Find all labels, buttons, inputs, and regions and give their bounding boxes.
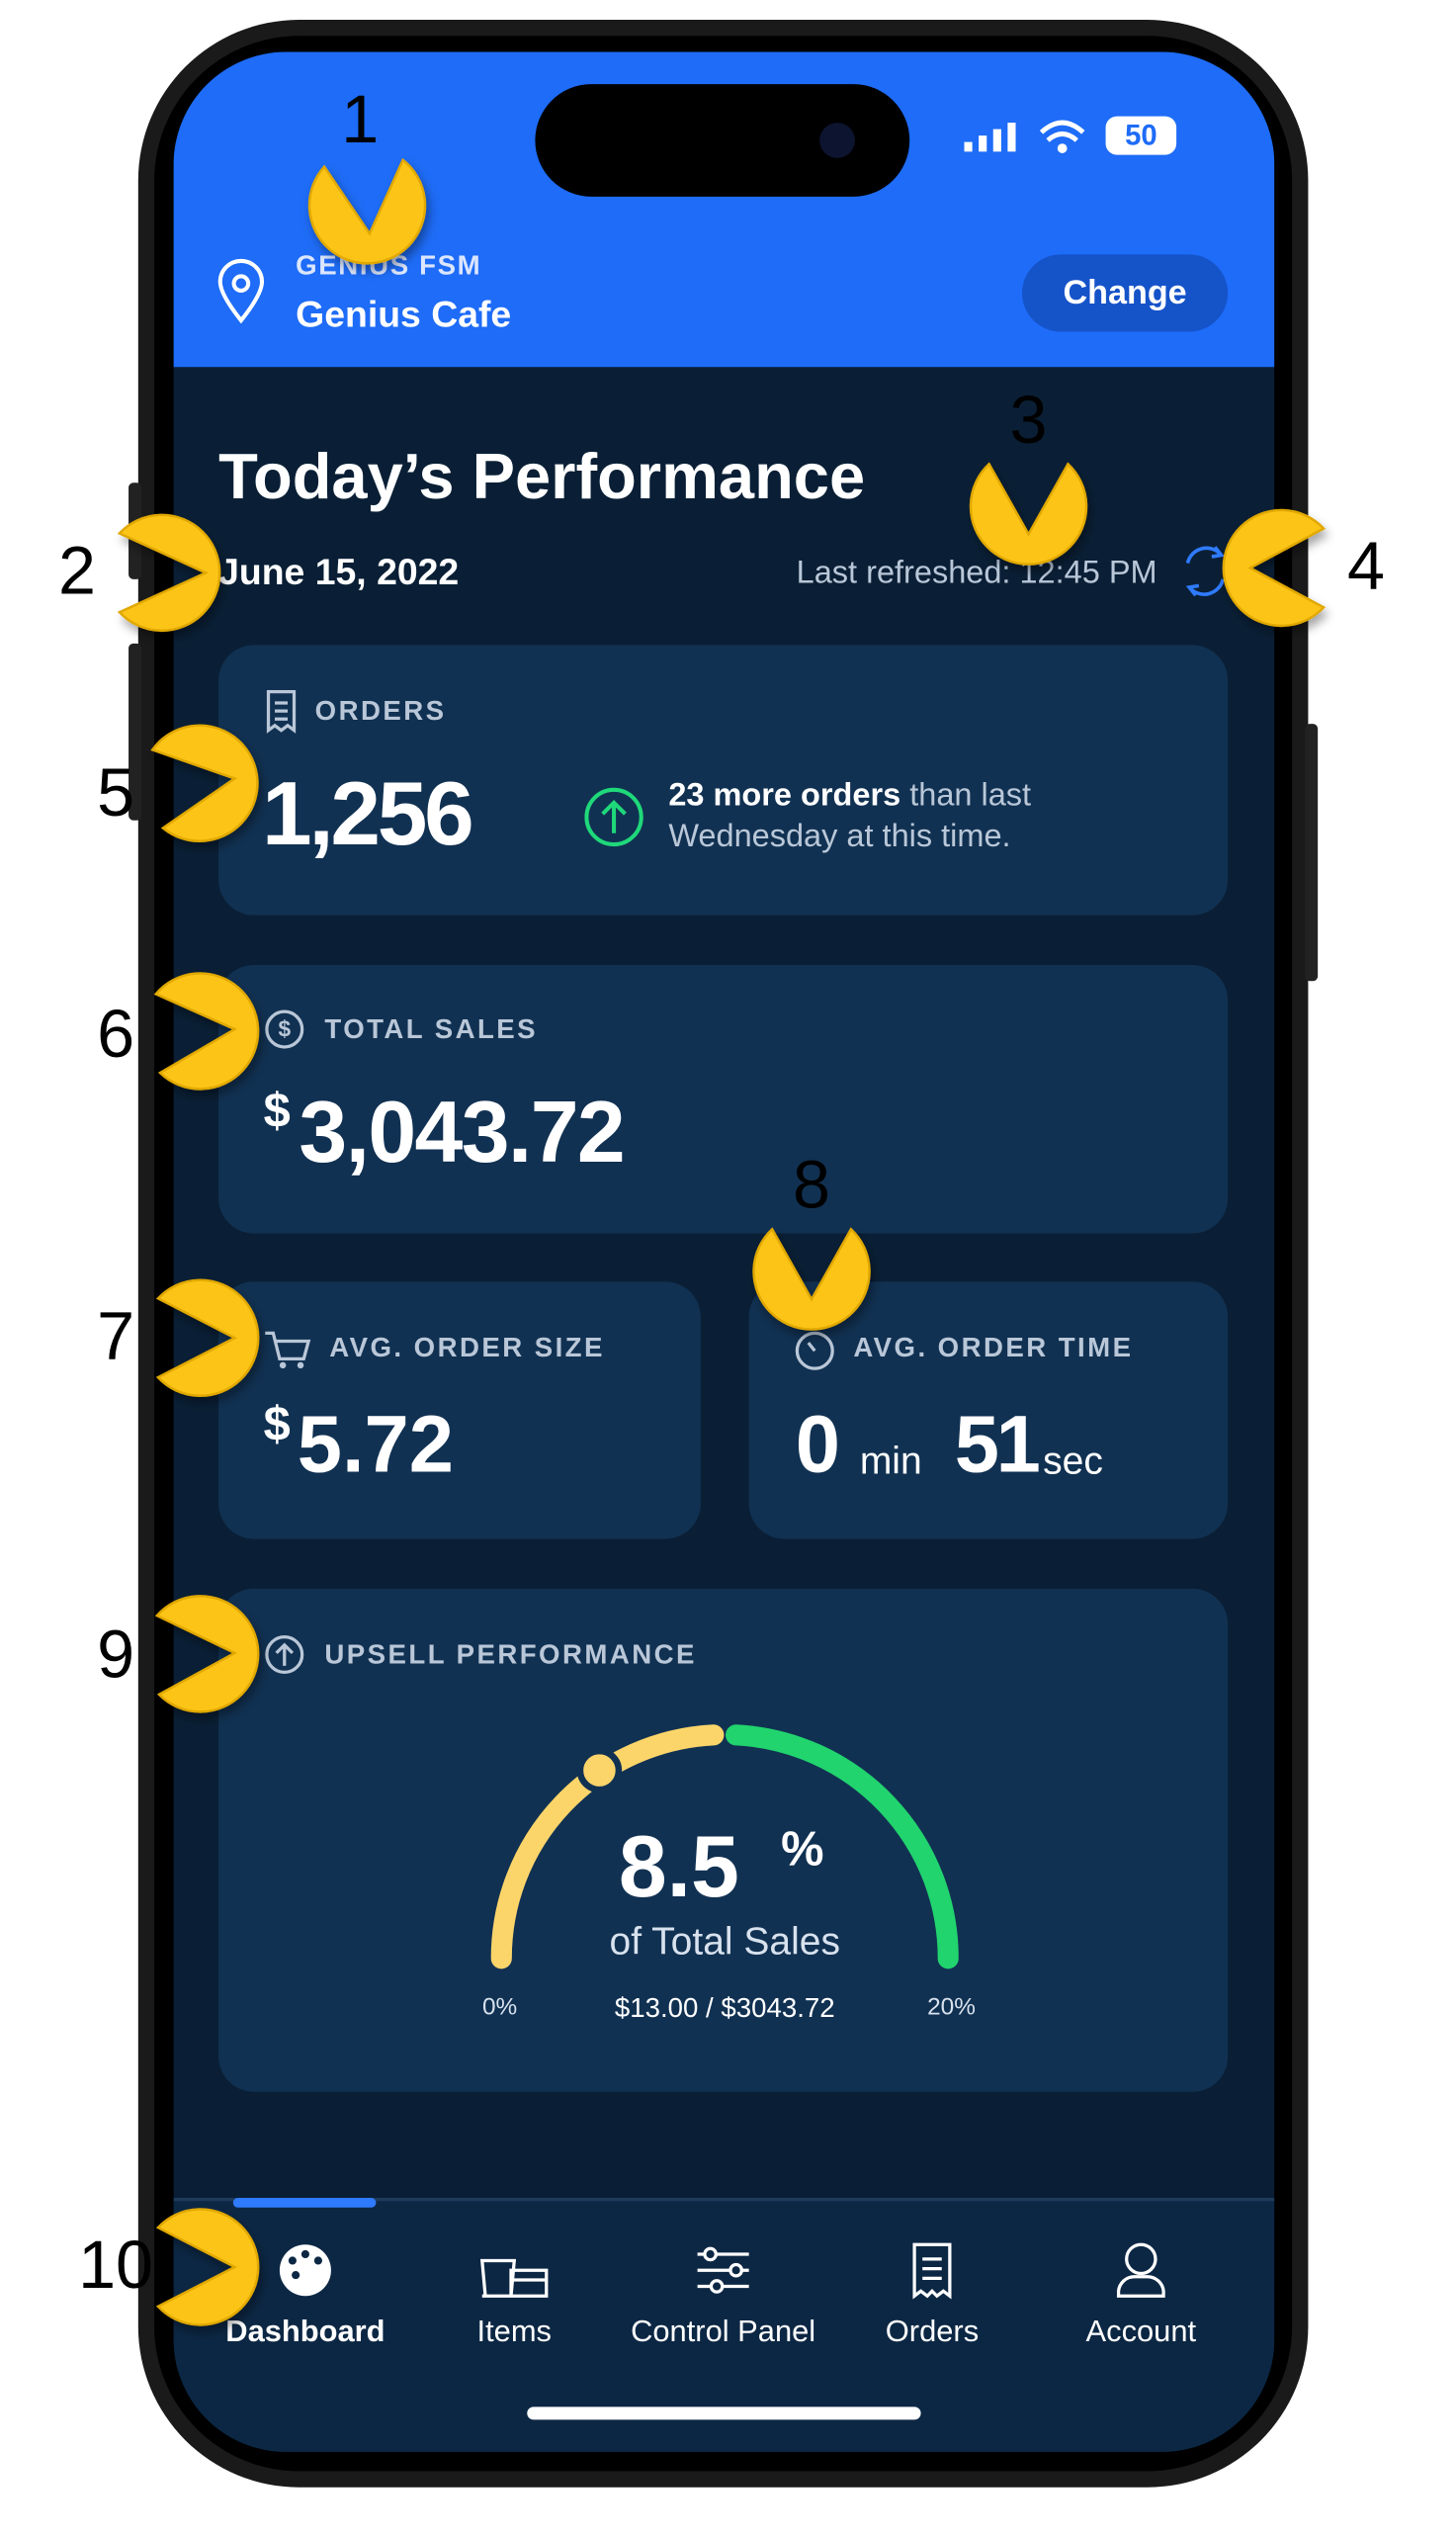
orders-icon[interactable] — [912, 2242, 952, 2300]
callout-number: 7 — [97, 1299, 134, 1374]
screen: 50 GENIUS FSM Genius Cafe Change Today’s… — [173, 51, 1275, 2452]
order-time-card — [748, 1281, 1229, 1539]
callouts: 1 2 3 4 5 6 7 8 9 10 — [58, 82, 1385, 2326]
callout-pin — [153, 972, 260, 1091]
callout-number: 8 — [793, 1148, 830, 1223]
location-name: Genius Cafe — [296, 294, 511, 335]
orders-value: 1,256 — [262, 764, 471, 864]
order-size-value: 5.72 — [298, 1400, 454, 1490]
gauge-max: 20% — [927, 1994, 976, 2021]
upsell-label: UPSELL PERFORMANCE — [324, 1638, 696, 1669]
callout-pin — [752, 1227, 871, 1331]
gauge-target — [726, 1724, 959, 1969]
change-button[interactable] — [1022, 254, 1229, 332]
comparison-text: Wednesday at this time. — [668, 818, 1010, 853]
account-icon[interactable] — [1116, 2275, 1165, 2298]
callout-pin — [155, 1278, 260, 1397]
callout-pin — [117, 513, 221, 633]
upsell-caption: of Total Sales — [610, 1920, 840, 1963]
comparison-bold: 23 more orders — [668, 776, 900, 812]
last-refreshed: Last refreshed: 12:45 PM — [797, 555, 1157, 590]
callout-number: 10 — [78, 2228, 153, 2303]
callout-number: 4 — [1347, 529, 1385, 604]
upsell-icon — [265, 1635, 304, 1675]
dynamic-island — [535, 84, 910, 197]
seconds-value: 51 — [955, 1400, 1039, 1490]
wifi-icon — [1039, 120, 1085, 142]
wifi-icon — [1057, 143, 1068, 153]
sales-value: 3,043.72 — [299, 1084, 624, 1181]
order-time-label: AVG. ORDER TIME — [853, 1332, 1133, 1362]
order-size-label: AVG. ORDER SIZE — [329, 1332, 605, 1362]
up-icon — [584, 787, 643, 847]
side-button — [1305, 724, 1319, 982]
date: June 15, 2022 — [218, 551, 459, 592]
sales-currency: $ — [264, 1085, 291, 1138]
refresh-button[interactable] — [1185, 546, 1226, 597]
callout-pin — [307, 157, 427, 265]
callout-number: 1 — [341, 82, 379, 157]
orders-comparison: 23 more orders than last — [668, 776, 1031, 812]
minutes-unit: min — [860, 1440, 922, 1482]
callout-number: 3 — [1010, 383, 1048, 458]
upsell-value: 8.5 — [619, 1818, 739, 1915]
nav-indicator — [232, 2198, 377, 2208]
location-icon — [217, 258, 265, 324]
up-icon — [601, 799, 627, 833]
upsell-icon — [275, 1642, 295, 1666]
nav-labels: Dashboard Items Control Panel Orders Account — [225, 2314, 1196, 2348]
sales-label: TOTAL SALES — [324, 1013, 538, 1044]
nav-label[interactable]: Items — [477, 2314, 552, 2348]
upsell-detail: $13.00 / $3043.72 — [615, 1992, 835, 2023]
location-icon — [231, 274, 251, 294]
battery-level: 50 — [1125, 120, 1157, 151]
seconds-unit: sec — [1043, 1440, 1103, 1482]
camera — [819, 123, 855, 158]
dollar-icon: $ — [278, 1016, 291, 1042]
callout-number: 2 — [58, 534, 96, 609]
orders-label: ORDERS — [315, 695, 447, 726]
home-indicator — [527, 2406, 921, 2420]
callout-number: 6 — [97, 997, 134, 1072]
battery-icon — [1105, 116, 1177, 155]
order-size-currency: $ — [264, 1398, 291, 1451]
gauge-marker — [576, 1747, 623, 1793]
items-icon[interactable] — [479, 2258, 549, 2298]
account-icon[interactable] — [1125, 2242, 1157, 2276]
comparison-text: than last — [909, 776, 1031, 812]
nav-label[interactable]: Orders — [886, 2314, 979, 2348]
callout-number: 5 — [97, 755, 134, 831]
side-button — [128, 643, 142, 821]
cart-icon — [265, 1331, 311, 1360]
receipt-icon — [266, 690, 297, 734]
callout-pin — [969, 462, 1088, 566]
orders-card — [218, 645, 1229, 916]
upsell-unit: % — [781, 1822, 823, 1876]
callout-pin — [150, 724, 259, 842]
timer-icon — [807, 1342, 816, 1353]
nav-label[interactable]: Control Panel — [631, 2314, 815, 2348]
signal-icon — [964, 123, 1016, 152]
callout-pin — [1222, 508, 1327, 628]
page-title: Today’s Performance — [218, 440, 865, 512]
screen-bg — [173, 51, 1275, 2452]
upsell-card — [218, 1588, 1229, 2092]
timer-icon — [795, 1331, 834, 1370]
callout-number: 9 — [97, 1617, 134, 1692]
callout-pin — [155, 2208, 260, 2326]
nav-label[interactable]: Account — [1086, 2314, 1197, 2348]
change-button-label[interactable]: Change — [1064, 274, 1187, 311]
callout-pin — [154, 1595, 260, 1713]
gauge-min: 0% — [482, 1994, 517, 2021]
gauge-filled — [490, 1724, 725, 1969]
nav-label[interactable]: Dashboard — [225, 2314, 385, 2348]
dollar-icon — [265, 1009, 304, 1049]
order-size-card — [218, 1281, 701, 1539]
minutes-value: 0 — [796, 1400, 840, 1490]
sales-card — [218, 965, 1229, 1234]
